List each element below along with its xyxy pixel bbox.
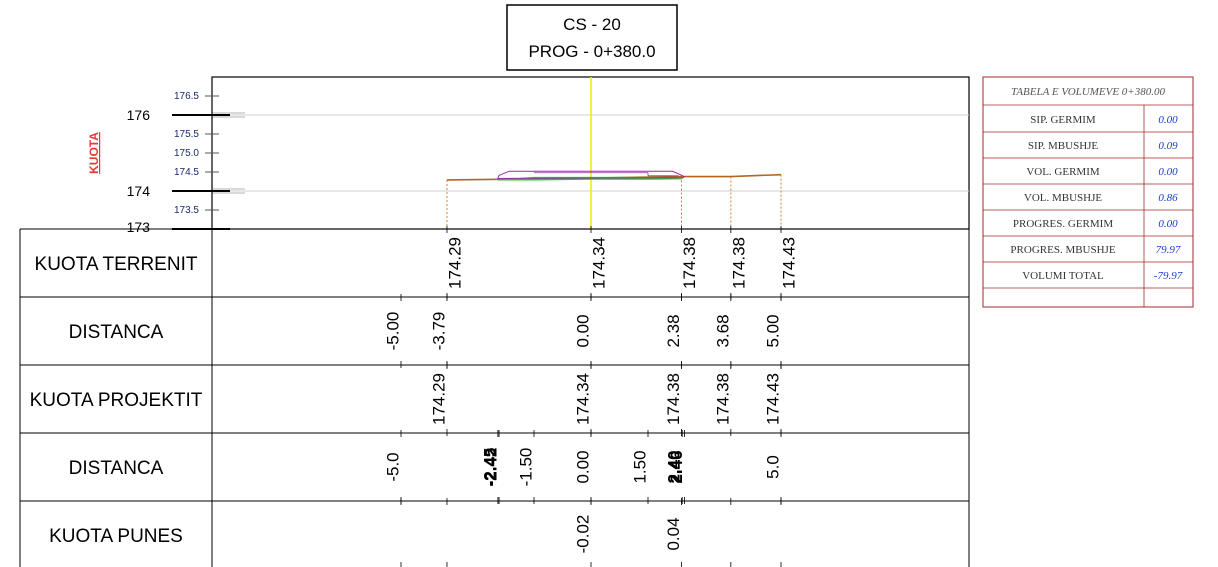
volume-value-sip-germim: 0.00 bbox=[1158, 114, 1178, 126]
tick-label-173-5: 173.5 bbox=[174, 205, 199, 216]
tick-label-174: 174 bbox=[127, 183, 151, 199]
tick-label-176: 176 bbox=[127, 107, 151, 123]
design-outline bbox=[497, 170, 686, 179]
title-box bbox=[506, 4, 678, 71]
kuota-projektit-value-4: 174.43 bbox=[764, 373, 783, 425]
volume-value-progres-mbushje: 79.97 bbox=[1156, 244, 1181, 256]
title-cross-section: CS - 20 bbox=[563, 15, 621, 34]
distanca-2-value-3: -1.50 bbox=[517, 448, 536, 487]
volume-value-progres-germim: 0.00 bbox=[1158, 218, 1178, 230]
title-chainage: PROG - 0+380.0 bbox=[528, 42, 655, 61]
distanca-1-value-2: 0.00 bbox=[574, 314, 593, 347]
kuota-projektit-value-2: 174.38 bbox=[664, 373, 683, 425]
profile-shapes bbox=[446, 77, 782, 229]
kuota-terrenit-value-0: 174.29 bbox=[445, 237, 464, 289]
volume-label-progres-mbushje: PROGRES. MBUSHJE bbox=[1010, 244, 1115, 256]
kuota-terrenit-value-2: 174.38 bbox=[680, 237, 699, 289]
row-label-kuota-projektit: KUOTA PROJEKTIT bbox=[30, 390, 203, 411]
elevation-axis: 176.5 175.5 175.0 174.5 173.5 176 174 17… bbox=[87, 77, 230, 235]
volume-value-volumi-total: -79.97 bbox=[1154, 270, 1183, 282]
kuota-projektit-value-3: 174.38 bbox=[713, 373, 732, 425]
distanca-2-value-6: 2.40 bbox=[665, 450, 684, 483]
volume-table-title: TABELA E VOLUMEVE 0+380.00 bbox=[1011, 86, 1165, 98]
kuota-punes-value-1: 0.04 bbox=[664, 517, 683, 550]
tick-label-173: 173 bbox=[127, 219, 151, 235]
band-values: 174.29 174.34 174.38 174.38 174.43 -5.00 -3.79… bbox=[384, 226, 799, 567]
kuota-terrenit-value-4: 174.43 bbox=[780, 237, 799, 289]
distanca-1-value-4: 3.68 bbox=[713, 314, 732, 347]
row-label-distanca-1: DISTANCA bbox=[69, 322, 164, 343]
volume-value-vol-germim: 0.00 bbox=[1158, 166, 1178, 178]
section-title: CS - 20 PROG - 0+380.0 bbox=[506, 4, 678, 71]
distanca-2-value-5: 1.50 bbox=[631, 450, 650, 483]
distanca-2-value-7: 2.46 bbox=[667, 450, 686, 483]
distanca-1-value-5: 5.00 bbox=[764, 314, 783, 347]
axis-title: KUOTA bbox=[87, 132, 101, 174]
tick-label-176-5: 176.5 bbox=[174, 91, 199, 102]
tick-label-174-5: 174.5 bbox=[174, 167, 199, 178]
distanca-2-value-0: -5.0 bbox=[384, 452, 403, 481]
row-label-kuota-punes: KUOTA PUNES bbox=[49, 526, 183, 547]
tick-label-175-5: 175.5 bbox=[174, 129, 199, 140]
distanca-2-value-2: -2.42 bbox=[482, 448, 501, 487]
volume-value-vol-mbushje: 0.86 bbox=[1158, 192, 1178, 204]
kuota-terrenit-value-1: 174.34 bbox=[590, 237, 609, 289]
distanca-2-value-1: -2.45 bbox=[480, 448, 499, 487]
volume-label-volumi-total: VOLUMI TOTAL bbox=[1022, 270, 1104, 282]
tick-label-175-0: 175.0 bbox=[174, 148, 199, 159]
row-label-distanca-2: DISTANCA bbox=[69, 458, 164, 479]
distanca-1-value-0: -5.00 bbox=[384, 312, 403, 351]
volume-value-sip-mbushje: 0.09 bbox=[1158, 140, 1178, 152]
distanca-2-value-4: 0.00 bbox=[574, 450, 593, 483]
distanca-1-value-1: -3.79 bbox=[429, 312, 448, 351]
volume-label-vol-germim: VOL. GERMIM bbox=[1026, 166, 1100, 178]
volume-table: TABELA E VOLUMEVE 0+380.00 SIP. GERMIM 0… bbox=[982, 76, 1194, 308]
kuota-projektit-value-1: 174.34 bbox=[574, 373, 593, 425]
row-label-kuota-terrenit: KUOTA TERRENIT bbox=[35, 254, 198, 275]
distanca-1-value-3: 2.38 bbox=[664, 314, 683, 347]
volume-label-vol-mbushje: VOL. MBUSHJE bbox=[1024, 192, 1103, 204]
kuota-punes-value-0: -0.02 bbox=[574, 515, 593, 554]
volume-label-progres-germim: PROGRES. GERMIM bbox=[1013, 218, 1113, 230]
data-band-table: KUOTA TERRENIT DISTANCA KUOTA PROJEKTIT … bbox=[19, 228, 970, 567]
vertical-guide-lines bbox=[446, 174, 782, 229]
volume-label-sip-germim: SIP. GERMIM bbox=[1030, 114, 1096, 126]
distanca-2-value-8: 5.0 bbox=[764, 455, 783, 479]
kuota-terrenit-value-3: 174.38 bbox=[729, 237, 748, 289]
volume-label-sip-mbushje: SIP. MBUSHJE bbox=[1028, 140, 1099, 152]
kuota-projektit-value-0: 174.29 bbox=[429, 373, 448, 425]
